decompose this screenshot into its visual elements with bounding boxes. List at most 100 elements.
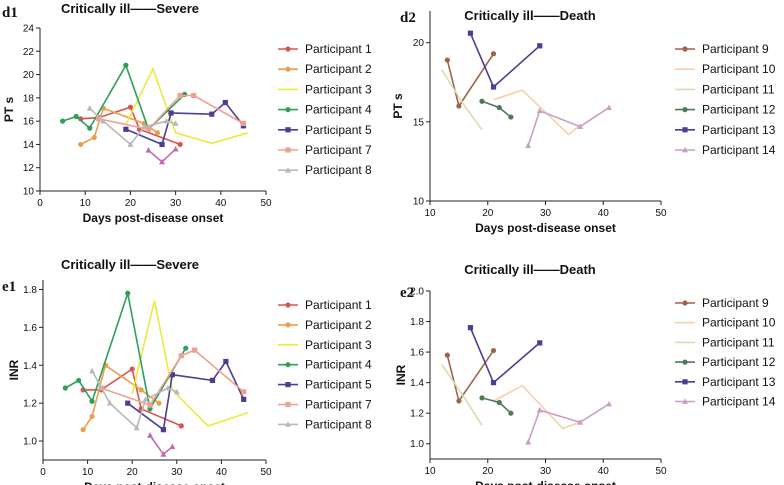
- x-tick-label: 20: [482, 466, 494, 477]
- y-tick-label: 1.8: [410, 317, 424, 328]
- y-tick-label: 1.0: [410, 439, 424, 450]
- legend-swatch-marker: [285, 362, 291, 368]
- legend-label: Participant 7: [305, 398, 372, 412]
- data-point: [123, 126, 129, 132]
- legend-swatch-marker: [682, 46, 688, 52]
- legend-label: Participant 11: [702, 82, 775, 96]
- data-point: [89, 398, 95, 404]
- data-point: [87, 125, 93, 131]
- x-tick-label: 50: [655, 466, 667, 477]
- legend-entry: Participant 12: [675, 103, 776, 117]
- data-point: [160, 427, 167, 433]
- series-line: [125, 101, 245, 146]
- y-tick-label: 1.4: [23, 361, 37, 372]
- legend-label: Participant 3: [305, 82, 372, 96]
- data-point: [145, 126, 152, 132]
- data-point: [142, 396, 149, 402]
- x-tick-label: 50: [260, 198, 272, 209]
- legend-swatch-marker: [682, 107, 688, 113]
- data-point: [60, 118, 66, 124]
- data-point: [536, 406, 543, 413]
- x-tick-label: 0: [40, 467, 46, 478]
- data-point: [96, 116, 102, 122]
- legend-label: Participant 9: [702, 42, 769, 56]
- chart-title: Critically ill——Death: [464, 8, 596, 23]
- legend-swatch-marker: [285, 107, 291, 113]
- series-participant-4: [62, 290, 189, 412]
- legend-swatch-marker: [285, 66, 291, 72]
- legend-entry: Participant 2: [278, 62, 372, 76]
- data-point: [159, 158, 166, 165]
- series-participant-12: [479, 98, 514, 120]
- legend-swatch-marker: [285, 322, 291, 328]
- series-line: [527, 106, 610, 146]
- y-tick-label: 2.0: [410, 287, 424, 298]
- data-point: [168, 110, 174, 116]
- x-tick-label: 0: [37, 198, 43, 209]
- legend-label: Participant 9: [702, 296, 769, 310]
- data-point: [537, 340, 543, 346]
- series-participant-14: [525, 104, 613, 148]
- y-tick-label: 15: [413, 117, 425, 128]
- data-point: [100, 117, 107, 124]
- data-point: [80, 427, 86, 433]
- data-point: [525, 142, 532, 148]
- x-tick-label: 30: [170, 198, 182, 209]
- series-participant-9: [444, 51, 497, 109]
- data-point: [209, 111, 215, 117]
- data-point: [241, 396, 247, 402]
- data-point: [129, 366, 135, 372]
- legend-entry: Participant 12: [675, 355, 776, 369]
- series-participant-9: [444, 347, 497, 404]
- legend-swatch-marker: [285, 127, 291, 133]
- legend-label: Participant 7: [305, 143, 372, 157]
- legend-entry: Participant 13: [675, 123, 776, 137]
- y-axis-label: INR: [7, 359, 21, 380]
- y-tick-label: 1.2: [23, 399, 37, 410]
- data-point: [73, 113, 79, 120]
- legend-swatch-marker: [682, 300, 688, 306]
- legend-entry: Participant 9: [675, 296, 769, 310]
- legend-label: Participant 8: [305, 417, 372, 431]
- x-tick-label: 40: [598, 466, 610, 477]
- legend-label: Participant 10: [702, 316, 776, 330]
- legend-swatch-marker: [682, 398, 688, 404]
- series-participant-8: [89, 367, 180, 431]
- series-line: [527, 403, 610, 443]
- data-point: [490, 380, 497, 386]
- data-point: [577, 419, 584, 425]
- data-point: [159, 141, 165, 148]
- series-unlabeled-7: [145, 145, 179, 165]
- data-point: [125, 400, 131, 406]
- legend-label: Participant 1: [305, 42, 372, 56]
- legend-label: Participant 8: [305, 163, 372, 177]
- legend-label: Participant 3: [305, 338, 372, 352]
- x-tick-label: 50: [655, 208, 667, 219]
- data-point: [89, 367, 96, 374]
- data-point: [78, 141, 84, 148]
- data-point: [536, 107, 543, 114]
- series-unlabeled-7: [147, 432, 176, 457]
- data-point: [508, 410, 514, 416]
- legend-entry: Participant 7: [278, 398, 372, 412]
- data-point: [154, 130, 161, 136]
- data-point: [178, 423, 184, 429]
- legend-entry: Participant 9: [675, 42, 769, 56]
- chart-title: Critically ill——Severe: [61, 257, 199, 272]
- y-tick-label: 20: [23, 70, 35, 81]
- data-point: [89, 413, 95, 420]
- legend-label: Participant 4: [305, 358, 372, 372]
- data-point: [222, 99, 228, 106]
- data-point: [456, 398, 462, 404]
- data-point: [192, 347, 198, 353]
- panel-label: d2: [400, 10, 416, 26]
- legend-swatch-marker: [285, 302, 291, 308]
- legend-entry: Participant 7: [278, 143, 372, 157]
- legend-label: Participant 4: [305, 103, 372, 117]
- legend-label: Participant 1: [305, 298, 372, 312]
- x-axis-label: Days post-disease onset: [84, 480, 225, 485]
- chart-title: Critically ill——Death: [464, 262, 596, 277]
- x-tick-label: 10: [424, 208, 436, 219]
- x-axis-label: Days post-disease onset: [475, 479, 616, 485]
- y-tick-label: 14: [23, 140, 35, 151]
